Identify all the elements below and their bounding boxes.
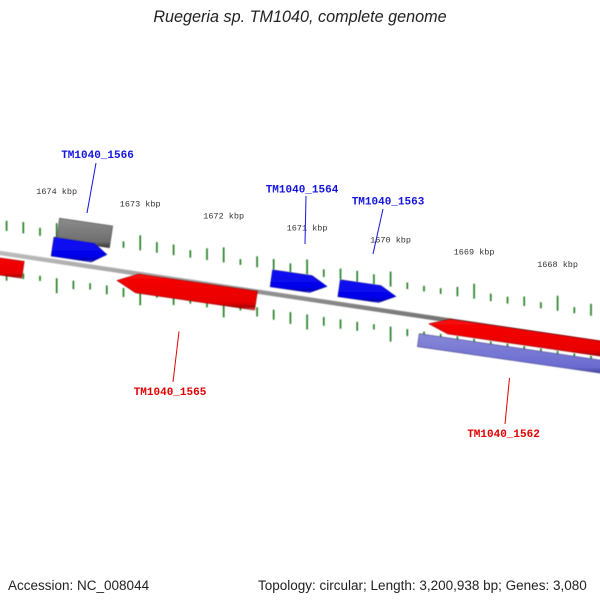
svg-text:TM1040_1565: TM1040_1565 bbox=[134, 387, 207, 399]
svg-text:1672 kbp: 1672 kbp bbox=[203, 211, 244, 221]
svg-text:TM1040_1564: TM1040_1564 bbox=[266, 185, 339, 197]
svg-text:TM1040_1566: TM1040_1566 bbox=[61, 150, 134, 162]
svg-text:1673 kbp: 1673 kbp bbox=[120, 199, 161, 209]
svg-text:TM1040_1562: TM1040_1562 bbox=[467, 429, 540, 441]
svg-text:TM1040_1563: TM1040_1563 bbox=[352, 197, 425, 209]
svg-text:1668 kbp: 1668 kbp bbox=[537, 260, 578, 270]
svg-text:1674 kbp: 1674 kbp bbox=[36, 187, 77, 197]
svg-text:1671 kbp: 1671 kbp bbox=[287, 224, 328, 234]
svg-text:1669 kbp: 1669 kbp bbox=[454, 248, 495, 258]
